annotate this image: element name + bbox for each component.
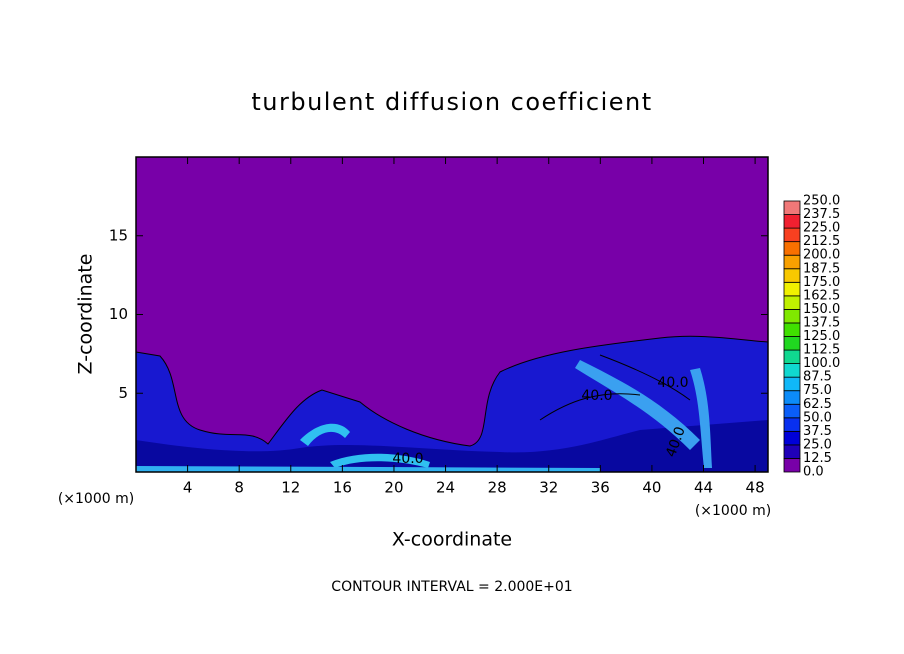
colorbar-swatch bbox=[783, 376, 801, 392]
colorbar-label: 100.0 bbox=[803, 356, 840, 371]
y-tick-label: 15 bbox=[109, 226, 128, 244]
field-streak bbox=[575, 360, 700, 450]
colorbar-swatch bbox=[783, 254, 801, 270]
chart-title: turbulent diffusion coefficient bbox=[251, 88, 652, 116]
contour-line bbox=[599, 354, 691, 401]
colorbar-label: 250.0 bbox=[803, 194, 840, 209]
colorbar-swatch bbox=[783, 390, 801, 405]
contour-label: 40.0 bbox=[657, 375, 688, 391]
field bbox=[135, 157, 769, 473]
contour-line bbox=[539, 393, 641, 421]
x-tick-label: 20 bbox=[384, 479, 403, 497]
y-tick-label: 10 bbox=[109, 305, 128, 323]
colorbar-swatch bbox=[783, 308, 801, 324]
colorbar-label: 0.0 bbox=[803, 465, 824, 480]
x-tick-label: 44 bbox=[694, 479, 713, 497]
x-unit-label: (×1000 m) bbox=[695, 503, 771, 519]
colorbar-label: 37.5 bbox=[803, 424, 832, 439]
colorbar-swatch bbox=[783, 214, 801, 229]
colorbar-label: 137.5 bbox=[803, 315, 840, 330]
x-tick-label: 16 bbox=[333, 479, 352, 497]
colorbar-label: 125.0 bbox=[803, 329, 840, 344]
colorbar-swatch bbox=[783, 444, 801, 459]
colorbar-swatch bbox=[783, 241, 801, 256]
colorbar-label: 187.5 bbox=[803, 261, 840, 276]
colorbar-label: 12.5 bbox=[803, 451, 832, 466]
colorbar-label: 225.0 bbox=[803, 221, 840, 236]
y-unit-label: (×1000 m) bbox=[58, 491, 134, 507]
colorbar-swatch bbox=[783, 200, 801, 215]
x-tick-label: 40 bbox=[642, 479, 661, 497]
colorbar-label: 112.5 bbox=[803, 343, 840, 358]
x-tick-label: 28 bbox=[488, 479, 507, 497]
colorbar-swatch bbox=[783, 430, 801, 446]
field-streak bbox=[330, 453, 430, 468]
colorbar-label: 162.5 bbox=[803, 288, 840, 303]
x-tick-label: 24 bbox=[436, 479, 455, 497]
colorbar-swatch bbox=[783, 281, 801, 297]
field-streak bbox=[300, 423, 350, 446]
colorbar-label: 175.0 bbox=[803, 275, 840, 290]
colorbar-swatch bbox=[783, 322, 801, 337]
colorbar-label: 212.5 bbox=[803, 234, 840, 249]
colorbar-label: 150.0 bbox=[803, 302, 840, 317]
colorbar-swatch bbox=[783, 403, 801, 419]
colorbar-swatch bbox=[783, 336, 801, 351]
colorbar-label: 237.5 bbox=[803, 207, 840, 222]
x-tick-label: 4 bbox=[183, 479, 193, 497]
field-region bbox=[136, 420, 768, 472]
x-tick-label: 32 bbox=[539, 479, 558, 497]
contour-label: 40.0 bbox=[392, 451, 423, 467]
x-tick-label: 36 bbox=[591, 479, 610, 497]
colorbar-label: 200.0 bbox=[803, 248, 840, 263]
colorbar-swatch bbox=[783, 363, 801, 378]
colorbar-label: 25.0 bbox=[803, 437, 832, 452]
x-axis-label: X-coordinate bbox=[392, 529, 512, 551]
colorbar-label: 75.0 bbox=[803, 383, 832, 398]
x-tick-label: 8 bbox=[234, 479, 244, 497]
colorbar-swatch bbox=[783, 227, 801, 243]
colorbar-label: 62.5 bbox=[803, 397, 832, 412]
field-streak bbox=[690, 368, 712, 468]
colorbar-swatch bbox=[783, 458, 801, 473]
colorbar-swatch bbox=[783, 417, 801, 432]
colorbar-label: 87.5 bbox=[803, 370, 832, 385]
footer: CONTOUR INTERVAL = 2.000E+01 bbox=[331, 579, 572, 595]
colorbar-label: 50.0 bbox=[803, 410, 832, 425]
field-streak bbox=[136, 466, 600, 472]
y-tick-label: 5 bbox=[118, 384, 128, 402]
x-tick-label: 48 bbox=[746, 479, 765, 497]
colorbar-swatch bbox=[783, 349, 801, 364]
y-axis-label: Z-coordinate bbox=[75, 254, 97, 375]
colorbar-swatch bbox=[783, 295, 801, 310]
contour-label: 40.0 bbox=[581, 388, 612, 404]
x-tick-label: 12 bbox=[281, 479, 300, 497]
colorbar-swatch bbox=[783, 268, 801, 283]
